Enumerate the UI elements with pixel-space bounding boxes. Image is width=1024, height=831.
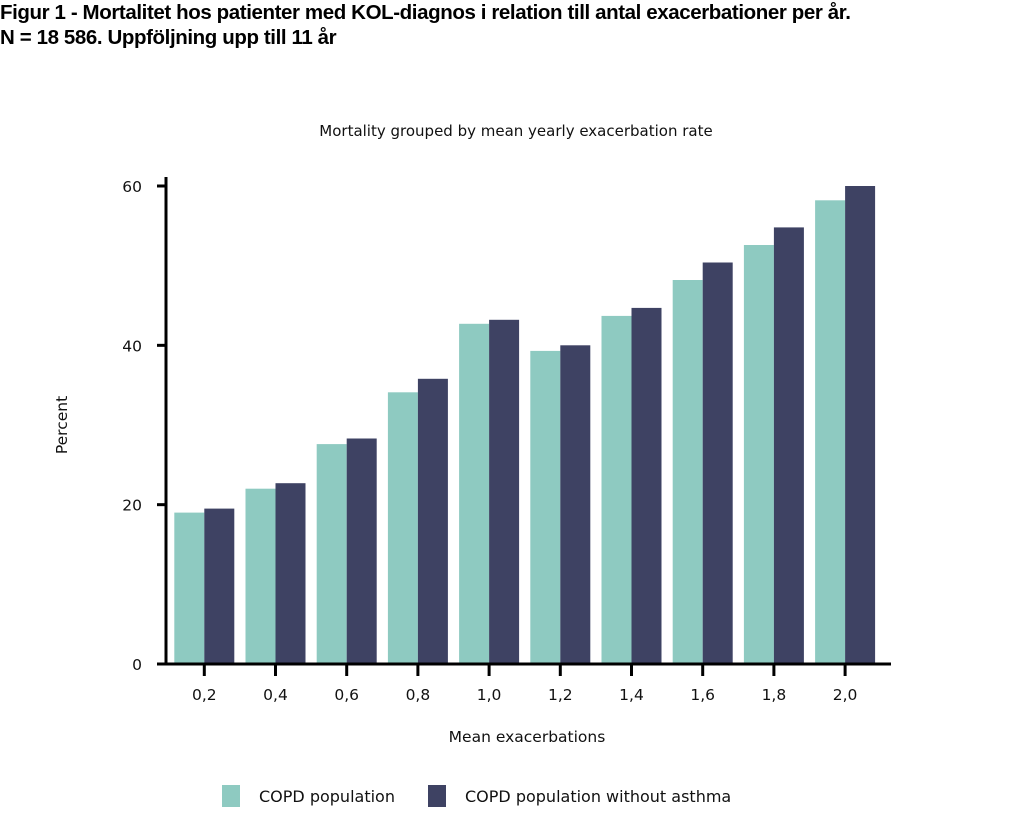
legend-label: COPD population [259, 787, 395, 806]
y-tick-label: 60 [122, 178, 142, 196]
legend-item-copd-population: COPD population [222, 785, 395, 807]
bar-group: COPD population 1,4: 43.7COPD population… [601, 307, 662, 664]
legend: COPD population COPD population without a… [222, 785, 731, 807]
bar-copd-population: COPD population 0,4: 22 [245, 488, 276, 664]
bar-copd-population: COPD population 1,6: 48.2 [672, 280, 703, 664]
legend-label: COPD population without asthma [465, 787, 731, 806]
bar-copd-without-asthma: COPD population without asthma 1,4: 44.7 [631, 307, 662, 664]
bar-copd-without-asthma: COPD population without asthma 0,2: 19.5 [204, 508, 235, 664]
x-tick-label: 0,8 [406, 686, 431, 704]
bar-copd-without-asthma: COPD population without asthma 2,0: 60 [845, 186, 876, 664]
bar-group: COPD population 2,0: 58.2COPD population… [815, 186, 876, 665]
x-tick-label: 1,8 [762, 686, 787, 704]
legend-swatch [428, 785, 446, 807]
x-tick-label: 2,0 [833, 686, 858, 704]
bar-copd-population: COPD population 1,2: 39.3 [530, 350, 561, 664]
x-axis-label: Mean exacerbations [449, 728, 606, 746]
bar-copd-population: COPD population 2,0: 58.2 [815, 200, 846, 665]
legend-item-copd-without-asthma: COPD population without asthma [428, 785, 731, 807]
bar-copd-without-asthma: COPD population without asthma 1,6: 50.4 [702, 262, 733, 664]
x-tick-label: 0,6 [334, 686, 359, 704]
bars-group: COPD population 0,2: 19COPD population w… [174, 186, 876, 665]
bar-copd-population: COPD population 1,4: 43.7 [601, 315, 632, 664]
bar-group: COPD population 0,4: 22COPD population w… [245, 483, 306, 664]
bar-copd-population: COPD population 0,2: 19 [174, 512, 205, 664]
bar-copd-population: COPD population 1,0: 42.7 [459, 323, 490, 664]
x-tick-label: 1,2 [548, 686, 573, 704]
x-axis: 0,2 0,4 0,6 0,8 1,0 1,2 1,4 1,6 1,8 2,0 [157, 662, 891, 704]
bar-copd-without-asthma: COPD population without asthma 0,8: 35.8 [417, 378, 448, 664]
bar-group: COPD population 0,6: 27.6COPD population… [316, 438, 377, 664]
bar-group: COPD population 1,6: 48.2COPD population… [672, 262, 733, 664]
x-tick-label: 0,4 [263, 686, 288, 704]
x-tick-label: 0,2 [192, 686, 217, 704]
bar-group: COPD population 1,0: 42.7COPD population… [459, 319, 520, 664]
bar-group: COPD population 0,8: 34.1COPD population… [387, 378, 448, 664]
x-tick-label: 1,6 [690, 686, 715, 704]
y-tick-label: 0 [132, 656, 142, 674]
bar-copd-without-asthma: COPD population without asthma 1,0: 43.2 [489, 319, 520, 664]
bar-group: COPD population 0,2: 19COPD population w… [174, 508, 235, 664]
figure-title: Figur 1 - Mortalitet hos patienter med K… [0, 0, 1024, 50]
y-tick-label: 40 [122, 337, 142, 355]
bar-copd-population: COPD population 1,8: 52.6 [743, 245, 774, 664]
chart-title: Mortality grouped by mean yearly exacerb… [319, 122, 712, 140]
bar-copd-without-asthma: COPD population without asthma 1,8: 54.8 [773, 227, 804, 664]
bar-copd-without-asthma: COPD population without asthma 0,4: 22.7 [275, 483, 306, 664]
bar-copd-population: COPD population 0,8: 34.1 [387, 392, 418, 664]
legend-swatch [222, 785, 240, 807]
bar-group: COPD population 1,2: 39.3COPD population… [530, 345, 591, 664]
bar-copd-population: COPD population 0,6: 27.6 [316, 444, 347, 664]
x-tick-label: 1,0 [477, 686, 502, 704]
bar-group: COPD population 1,8: 52.6COPD population… [743, 227, 804, 664]
bar-copd-without-asthma: COPD population without asthma 0,6: 28.3 [346, 438, 377, 664]
bar-copd-without-asthma: COPD population without asthma 1,2: 40 [560, 345, 591, 664]
y-axis: 0 20 40 60 [122, 177, 168, 674]
y-tick-label: 20 [122, 497, 142, 515]
y-axis-label: Percent [53, 396, 71, 454]
figure-title-line-2: N = 18 586. Uppföljning upp till 11 år [0, 26, 337, 49]
figure-title-line-1: Figur 1 - Mortalitet hos patienter med K… [0, 1, 851, 24]
x-tick-label: 1,4 [619, 686, 644, 704]
